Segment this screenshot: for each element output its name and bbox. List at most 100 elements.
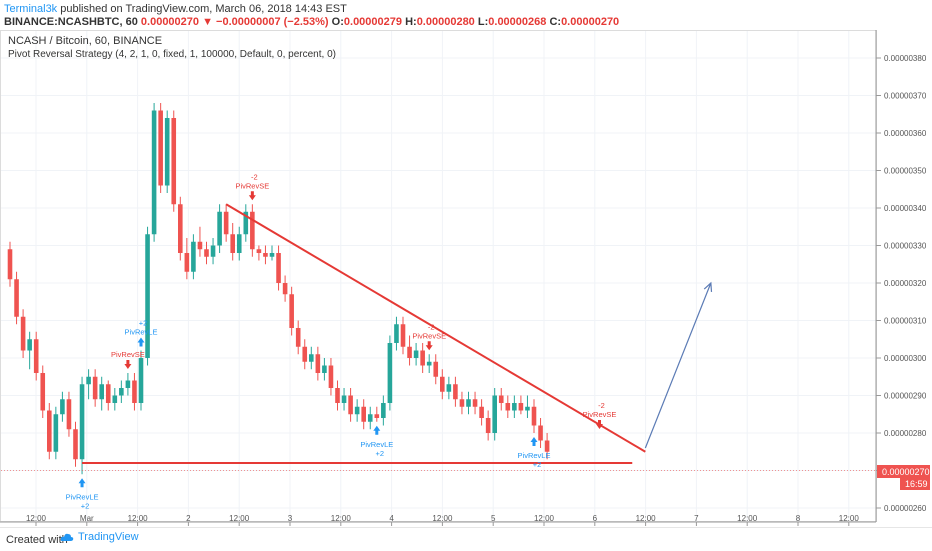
candle (400, 316, 406, 355)
short-signal: PivRevSE-2 (235, 172, 269, 201)
candle-body (269, 253, 275, 257)
time-tick-label: 12:00 (26, 514, 47, 523)
candle (47, 403, 52, 460)
signal-qty: +2 (533, 460, 542, 469)
time-tick-label: 4 (389, 514, 394, 523)
time-tick-label: 7 (694, 514, 699, 523)
close-label: C: (549, 16, 562, 28)
candle-body (145, 234, 150, 358)
candle-body (315, 354, 321, 373)
published-text: published on TradingView.com, March 06, … (60, 3, 347, 15)
symbol-name: BINANCE:NCASHBTC, 60 (4, 16, 138, 28)
candle (145, 226, 150, 366)
time-axis[interactable]: 12:00 Mar 12:00 2 12:00 3 12:00 4 12:00 5 12:00 6 12… (0, 514, 876, 526)
candle (433, 354, 439, 385)
candle-body (151, 110, 157, 235)
plot-area[interactable] (0, 30, 877, 522)
candle (282, 275, 288, 302)
price-tick-label: 0.00000310 (884, 317, 927, 326)
time-tick-label: 12:00 (432, 514, 453, 523)
up-arrow-icon (137, 337, 145, 347)
price-tick-label: 0.00000370 (884, 92, 927, 101)
last-price: 0.00000270 (140, 16, 200, 28)
candle (73, 421, 78, 467)
time-tick-label: 6 (593, 514, 598, 523)
candle-body (112, 395, 118, 403)
last-price-tag-bg (877, 465, 930, 478)
signal-qty: -2 (598, 401, 605, 410)
candle-body (184, 253, 190, 272)
author-link[interactable]: Terminal3k (4, 3, 58, 15)
price-chart[interactable]: 0.00000380 0.00000370 0.00000360 0.00000350… (0, 30, 932, 527)
candle (20, 309, 26, 358)
strategy-signals: PivRevLE+2PivRevLE+2PivRevSEPivRevSE-2Pi… (66, 172, 617, 510)
candle (230, 223, 235, 261)
candle (531, 399, 537, 433)
candle-body (525, 406, 530, 411)
candle-body (243, 211, 249, 235)
tradingview-link[interactable]: TradingView (60, 531, 139, 543)
candle (178, 196, 183, 261)
candle (315, 346, 321, 381)
candle (217, 204, 222, 253)
candle-body (60, 399, 65, 415)
candle (184, 238, 190, 280)
candle (354, 399, 360, 422)
price-axis[interactable]: 0.00000380 0.00000370 0.00000360 0.00000350… (875, 30, 927, 522)
candle (440, 369, 445, 400)
candle (250, 204, 255, 257)
candle (223, 204, 229, 242)
candle-body (505, 403, 511, 411)
price-tick-label: 0.00000360 (884, 129, 927, 138)
candle-body (538, 425, 543, 441)
candle (132, 373, 137, 411)
candle (105, 380, 111, 411)
candle-body (400, 324, 406, 347)
candle-body (459, 399, 465, 407)
close-value: 0.00000270 (561, 16, 620, 28)
candle (492, 388, 497, 441)
candle (204, 241, 209, 265)
time-tick-label: 2 (186, 514, 191, 523)
candle (171, 110, 177, 212)
candle (525, 395, 530, 418)
candle-body (164, 118, 170, 186)
footer: Created with TradingView (0, 527, 932, 551)
signal-qty: -2 (251, 172, 258, 181)
last-price-tag-label: 0.00000270 (882, 467, 930, 477)
time-tick-label: 12:00 (229, 514, 250, 523)
candle-body (178, 204, 183, 253)
up-arrow-icon (373, 425, 381, 435)
candle-body (47, 410, 52, 452)
candle-body (263, 253, 268, 257)
candle-body (348, 395, 353, 415)
candle (413, 343, 419, 366)
candle-body (289, 294, 294, 328)
candle-body (498, 395, 504, 403)
candle-body (341, 395, 347, 403)
resistance-trendline (225, 203, 646, 453)
long-signal: PivRevLE+2 (360, 425, 393, 458)
time-tick-label: 12:00 (737, 514, 758, 523)
candle (125, 373, 131, 396)
candle (459, 391, 465, 415)
candle (79, 376, 85, 475)
signal-label: PivRevLE (125, 328, 158, 337)
signal-label: PivRevLE (518, 451, 551, 460)
candle-body (197, 241, 203, 250)
candle-body (335, 388, 340, 403)
candle-body (394, 324, 399, 343)
price-tick-label: 0.00000340 (884, 204, 927, 213)
price-tick-label: 0.00000300 (884, 354, 927, 363)
price-tick-label: 0.00000380 (884, 54, 927, 63)
down-arrow-icon (248, 191, 256, 201)
signal-label: PivRevLE (66, 492, 99, 501)
legend-title: NCASH / Bitcoin, 60, BINANCE (8, 35, 162, 47)
candle (512, 395, 517, 418)
candle-body (302, 346, 308, 362)
candle-body (250, 211, 255, 250)
time-tick-label: 5 (491, 514, 496, 523)
tradingview-brand: TradingView (78, 531, 139, 543)
candle (381, 395, 386, 426)
countdown-label: 16:59 (905, 479, 928, 489)
